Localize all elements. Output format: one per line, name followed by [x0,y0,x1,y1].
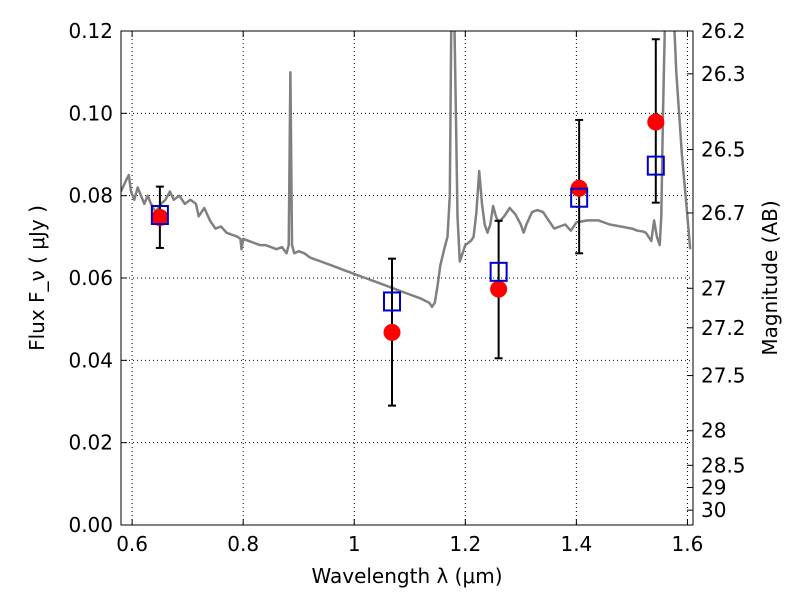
right-tick-label: 26.7 [701,201,746,225]
y-tick-label: 0.06 [68,266,113,290]
model-square [150,205,169,226]
y-tick-label: 0.10 [68,101,113,125]
y-axis-right-label: Magnitude (AB) [758,200,782,355]
x-tick-label: 1.6 [672,532,704,556]
observed-point [383,323,401,341]
plot-frame [120,30,694,526]
x-tick-label: 1.2 [449,532,481,556]
spectrum-series [121,31,692,309]
spectrum-line [121,31,692,309]
observed-point [647,113,665,131]
y-axis-label: Flux F_ν ( μJy ) [25,205,49,351]
right-tick-label: 28.5 [701,453,746,477]
y-tick-label: 0.02 [68,431,113,455]
right-tick-label: 26.3 [701,62,746,86]
model-square [383,291,402,312]
x-axis-label: Wavelength λ (μm) [311,564,502,588]
right-tick-label: 27 [701,276,726,300]
x-tick-label: 0.8 [227,532,259,556]
right-tick-label: 29 [701,476,726,500]
x-tick-label: 0.6 [116,532,148,556]
y-axis-left: 0.00 0.02 0.04 0.06 0.08 0.10 0.12 [68,19,127,537]
right-tick-label: 27.2 [701,316,746,340]
model-square [570,187,589,208]
y-tick-label: 0.04 [68,348,113,372]
right-tick-label: 28 [701,419,726,443]
grid [121,31,693,525]
observed-point [490,280,508,298]
x-axis: 0.6 0.8 1 1.2 1.4 1.6 [116,31,703,556]
observed-points [151,113,665,341]
error-bars [155,38,660,407]
right-tick-label: 27.5 [701,364,746,388]
model-square [646,155,665,176]
right-tick-label: 26.5 [701,138,746,162]
model-squares [150,155,665,312]
y-tick-label: 0.12 [68,19,113,43]
y-tick-label: 0.00 [68,513,113,537]
y-tick-label: 0.08 [68,184,113,208]
x-tick-label: 1.4 [560,532,592,556]
model-square [489,261,508,282]
right-tick-label: 30 [701,498,726,522]
x-tick-label: 1 [348,532,361,556]
right-tick-label: 26.2 [701,19,746,43]
